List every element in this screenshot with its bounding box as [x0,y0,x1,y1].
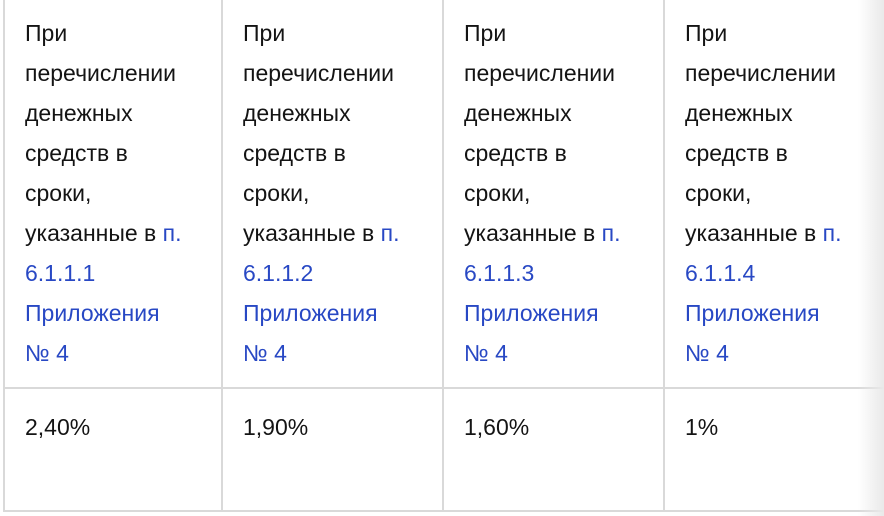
condition-text: При перечислении денежных средств в срок… [243,20,395,246]
condition-cell-2: При перечислении денежных средств в срок… [221,0,442,389]
rate-cell-2: 1,90% [221,389,442,512]
condition-cell-3: При перечислении денежных средств в срок… [442,0,663,389]
rate-value: 1,90% [243,414,309,440]
rate-cell-4: 1% [663,389,884,512]
rate-cell-3: 1,60% [442,389,663,512]
rate-value: 1,60% [464,414,530,440]
clause-link-6111[interactable]: п. 6.1.1.1 Приложения № 4 [25,220,182,366]
condition-text: При перечислении денежных средств в срок… [25,20,177,246]
rate-value: 2,40% [25,414,91,440]
condition-text: При перечислении денежных средств в срок… [685,20,837,246]
rate-cell-1: 2,40% [3,389,221,512]
condition-cell-1: При перечислении денежных средств в срок… [3,0,221,389]
condition-cell-4: При перечислении денежных средств в срок… [663,0,884,389]
condition-text: При перечислении денежных средств в срок… [464,20,616,246]
tariff-table: При перечислении денежных средств в срок… [3,0,884,512]
clause-link-6114[interactable]: п. 6.1.1.4 Приложения № 4 [685,220,842,366]
clause-link-6112[interactable]: п. 6.1.1.2 Приложения № 4 [243,220,400,366]
rate-value: 1% [685,414,719,440]
clause-link-6113[interactable]: п. 6.1.1.3 Приложения № 4 [464,220,621,366]
